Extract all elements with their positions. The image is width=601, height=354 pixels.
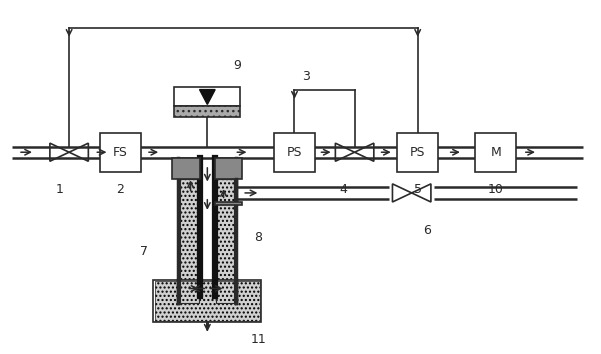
Bar — [216, 179, 234, 303]
Bar — [215, 202, 242, 205]
Bar — [155, 281, 260, 321]
Bar — [475, 133, 516, 172]
Bar — [216, 179, 234, 303]
Text: 5: 5 — [413, 183, 422, 196]
Bar — [180, 179, 199, 303]
Text: FS: FS — [113, 146, 127, 159]
Text: 11: 11 — [251, 333, 266, 346]
Text: 7: 7 — [140, 245, 148, 258]
Bar — [180, 179, 199, 303]
Bar — [274, 133, 315, 172]
Text: 8: 8 — [254, 231, 263, 244]
Bar — [174, 87, 240, 106]
Text: 4: 4 — [340, 183, 348, 196]
Bar — [215, 158, 242, 179]
Text: M: M — [490, 146, 501, 159]
Text: 10: 10 — [488, 183, 504, 196]
Bar — [155, 281, 260, 321]
Bar — [100, 133, 141, 172]
Text: 9: 9 — [233, 59, 242, 72]
Bar — [174, 106, 240, 117]
Bar — [153, 280, 261, 322]
Text: 1: 1 — [56, 183, 64, 196]
Text: PS: PS — [410, 146, 426, 159]
Bar — [216, 179, 234, 202]
Bar — [172, 158, 200, 179]
Text: 6: 6 — [423, 224, 431, 236]
Text: PS: PS — [287, 146, 302, 159]
Bar — [216, 179, 234, 202]
Text: 3: 3 — [302, 70, 311, 82]
Text: 2: 2 — [116, 183, 124, 196]
Bar — [397, 133, 438, 172]
Polygon shape — [200, 90, 215, 104]
